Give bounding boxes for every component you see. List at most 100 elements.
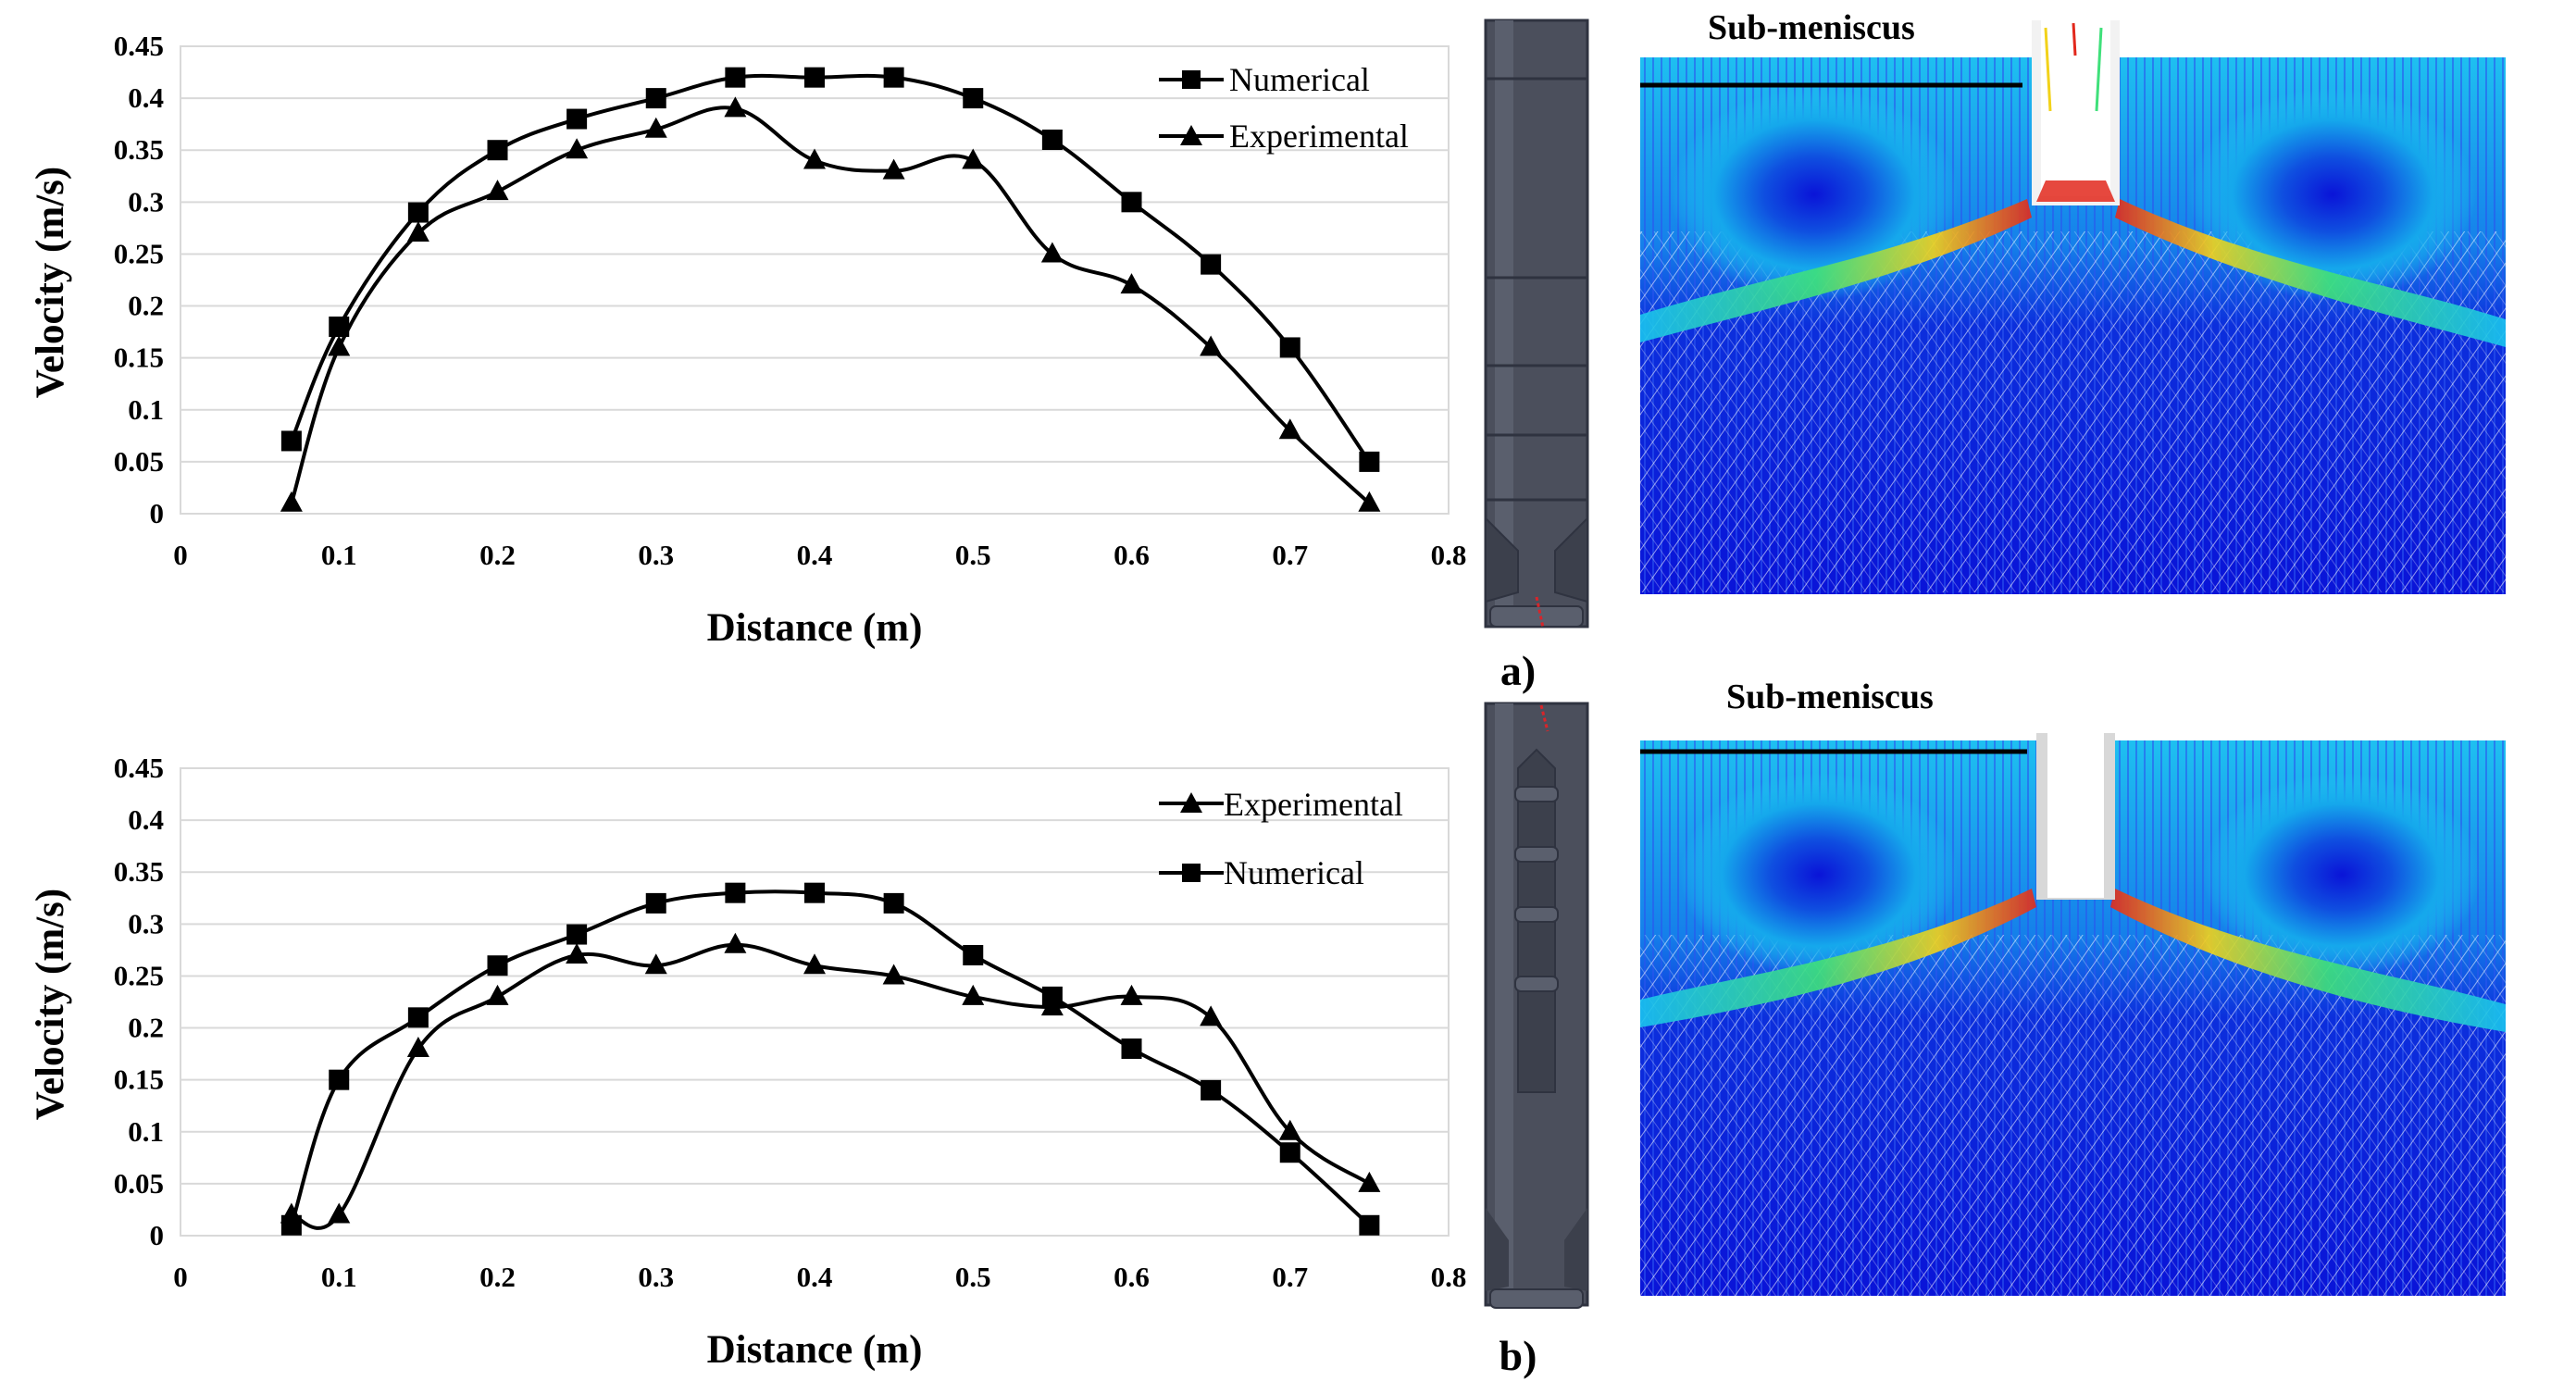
chart-b-y-axis-label: Velocity (m/s)	[29, 889, 72, 1120]
chartA-x-tick-label: 0.3	[638, 539, 674, 571]
chartB-x-tick-label: 0.4	[797, 1261, 833, 1293]
chartA-y-tick-label: 0	[150, 497, 165, 529]
chart-b-x-axis-label: Distance (m)	[707, 1328, 923, 1372]
chartB-point-numerical	[329, 1069, 350, 1090]
chartA-point-experimental	[1278, 418, 1301, 440]
chartA-y-tick-label: 0.45	[114, 30, 164, 62]
legend-square-marker	[1182, 70, 1201, 89]
chartB-y-tick-label: 0.1	[128, 1115, 164, 1148]
chartB-point-experimental	[803, 953, 826, 975]
chartB-y-tick-label: 0.25	[114, 959, 164, 991]
chartA-x-tick-label: 0.5	[955, 539, 991, 571]
chartA-point-numerical	[1121, 192, 1142, 213]
chartA-x-tick-label: 0.2	[479, 539, 516, 571]
chartA-y-tick-label: 0.15	[114, 342, 164, 374]
chartB-y-tick-label: 0.05	[114, 1167, 164, 1200]
chartA-x-tick-label: 0	[173, 539, 188, 571]
chartB-point-experimental	[1358, 1171, 1381, 1192]
chartA-y-tick-label: 0.2	[128, 290, 164, 322]
chartB-x-tick-label: 0	[173, 1261, 188, 1293]
chart-a-y-axis-label: Velocity (m/s)	[29, 167, 72, 398]
chartA-point-experimental	[328, 335, 351, 356]
chartB-point-experimental	[406, 1037, 429, 1057]
chartA-y-tick-label: 0.3	[128, 185, 164, 218]
chart-a-legend-experimental: Experimental	[1229, 118, 1409, 155]
chartA-point-experimental	[962, 148, 985, 169]
chartB-series-line-numerical	[289, 889, 1371, 1227]
chartA-point-experimental	[486, 180, 509, 201]
chart-b-plot-frame	[180, 767, 1450, 1237]
chartB-point-numerical	[280, 1214, 302, 1236]
chartB-point-experimental	[1120, 984, 1143, 1005]
chart-b-legend: Experimental Numerical	[1159, 786, 1403, 891]
chartA-y-tick-label: 0.25	[114, 237, 164, 269]
chartA-point-numerical	[566, 108, 588, 130]
chartA-point-numerical	[329, 317, 350, 337]
chartB-point-numerical	[566, 924, 588, 945]
chartB-point-numerical	[1279, 1142, 1300, 1163]
flow-field-a	[1640, 20, 2506, 594]
chartA-y-tick-label: 0.35	[114, 133, 164, 166]
chartA-point-experimental	[1120, 273, 1143, 294]
chartB-point-experimental	[962, 984, 985, 1005]
chartB-point-experimental	[566, 943, 589, 964]
chartA-point-experimental	[280, 491, 303, 512]
chartA-point-numerical	[883, 67, 904, 88]
nozzle-b-illustration	[1484, 702, 1589, 1309]
chartA-x-tick-label: 0.1	[321, 539, 357, 571]
chartA-x-tick-label: 0.8	[1431, 539, 1467, 571]
chartB-point-numerical	[963, 945, 984, 965]
chartA-point-numerical	[645, 88, 666, 109]
chartA-point-numerical	[1359, 451, 1380, 472]
sub-meniscus-label-b: Sub-meniscus	[1726, 678, 1934, 716]
chartB-point-experimental	[724, 932, 747, 953]
chart-a-x-ticks: 0 0.1 0.2 0.3 0.4 0.5 0.6 0.7 0.8	[173, 539, 1466, 571]
chartA-x-tick-label: 0.6	[1114, 539, 1150, 571]
chartB-point-numerical	[407, 1007, 429, 1028]
chart-a-legend-numerical: Numerical	[1229, 61, 1370, 98]
chartA-point-experimental	[724, 96, 747, 118]
chartB-x-tick-label: 0.8	[1431, 1261, 1467, 1293]
legend-triangle-marker	[1180, 125, 1202, 145]
chart-b-legend-numerical: Numerical	[1224, 854, 1364, 891]
chartA-point-experimental	[644, 117, 667, 138]
chart-a-gridlines	[180, 45, 1449, 515]
chartA-x-tick-label: 0.7	[1272, 539, 1308, 571]
chart-a: 0 0.05 0.1 0.15 0.2 0.25 0.3 0.35 0.4 0.45 0 0.1 0.…	[29, 30, 1466, 650]
chartB-point-numerical	[883, 892, 904, 914]
chartA-point-experimental	[566, 138, 589, 159]
chart-b: 0 0.05 0.1 0.15 0.2 0.25 0.3 0.35 0.4 0.45 0 0.1 0.…	[29, 752, 1466, 1372]
chart-b-y-ticks: 0 0.05 0.1 0.15 0.2 0.25 0.3 0.35 0.4 0.45	[114, 752, 164, 1251]
chartB-point-numerical	[1359, 1214, 1380, 1236]
chartB-point-numerical	[1041, 986, 1063, 1007]
chartA-point-experimental	[1040, 242, 1064, 263]
chartB-point-experimental	[1200, 1005, 1223, 1026]
chartA-point-experimental	[882, 158, 905, 180]
chartB-y-tick-label: 0.45	[114, 752, 164, 784]
chartB-point-numerical	[645, 892, 666, 914]
chartA-point-numerical	[804, 67, 825, 88]
chartA-point-numerical	[487, 140, 508, 161]
chartB-x-tick-label: 0.5	[955, 1261, 991, 1293]
chartB-point-experimental	[328, 1202, 351, 1224]
chartB-x-tick-label: 0.6	[1114, 1261, 1150, 1293]
chartA-x-tick-label: 0.4	[797, 539, 833, 571]
chartB-point-numerical	[487, 955, 508, 976]
chartA-point-numerical	[725, 67, 746, 88]
chartB-point-numerical	[1201, 1079, 1222, 1101]
chart-a-legend: Numerical Experimental	[1159, 61, 1409, 155]
chart-b-x-ticks: 0 0.1 0.2 0.3 0.4 0.5 0.6 0.7 0.8	[173, 1261, 1466, 1293]
legend-triangle-marker	[1180, 792, 1202, 813]
chartA-point-numerical	[280, 430, 302, 452]
chartB-x-tick-label: 0.2	[479, 1261, 516, 1293]
chartB-y-tick-label: 0.35	[114, 855, 164, 888]
chartB-point-numerical	[1121, 1039, 1142, 1059]
chartA-point-experimental	[803, 148, 826, 169]
chartB-y-tick-label: 0.4	[128, 803, 164, 836]
chartA-point-numerical	[1041, 130, 1063, 150]
flow-field-b	[1640, 733, 2506, 1296]
chartB-point-numerical	[725, 882, 746, 903]
chart-a-plot-frame	[180, 45, 1450, 515]
chartB-x-tick-label: 0.1	[321, 1261, 357, 1293]
